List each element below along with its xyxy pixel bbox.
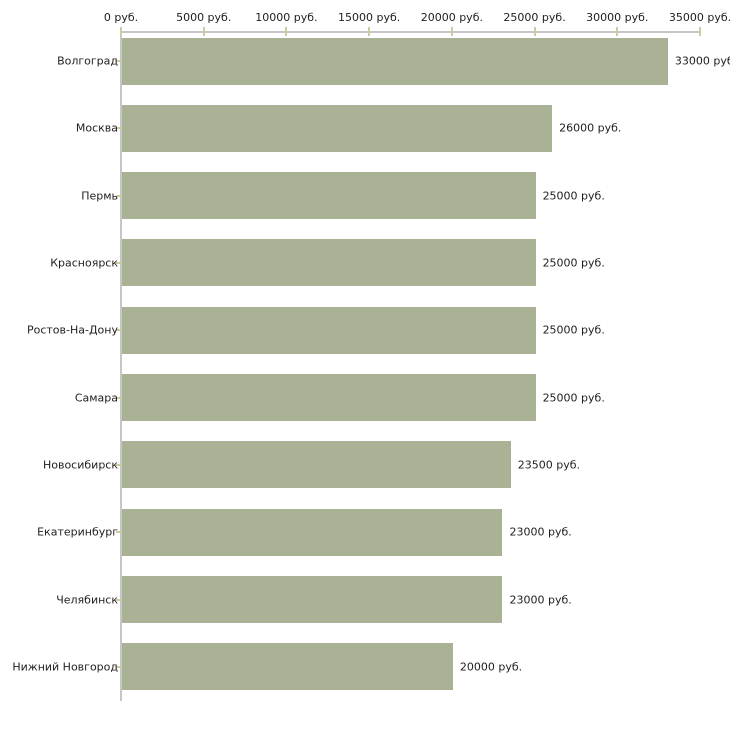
x-axis-tick <box>285 27 288 36</box>
y-axis-tick <box>116 598 121 601</box>
x-axis-tick-label: 25000 руб. <box>503 11 566 24</box>
bar-9 <box>122 576 503 624</box>
bar-2 <box>122 104 553 152</box>
x-axis-tick <box>616 27 619 36</box>
x-axis-tick <box>450 27 453 36</box>
x-axis-tick-label: 35000 руб. <box>668 11 730 24</box>
bar-4 <box>122 239 536 287</box>
y-axis-tick <box>116 665 121 668</box>
category-label: Пермь <box>81 189 118 203</box>
bar-5 <box>122 306 536 354</box>
value-label: 25000 руб. <box>542 256 605 270</box>
value-label: 25000 руб. <box>542 391 605 405</box>
y-axis-tick <box>116 329 121 332</box>
x-axis-tick-label: 20000 руб. <box>420 11 483 24</box>
y-axis-tick <box>116 194 121 197</box>
category-label: Красноярск <box>50 256 118 270</box>
x-axis-tick <box>368 27 371 36</box>
y-axis-tick <box>116 463 121 466</box>
bar-3 <box>122 172 536 220</box>
category-label: Волгоград <box>57 54 118 68</box>
x-axis-line <box>121 31 700 33</box>
category-label: Екатеринбург <box>37 525 118 539</box>
y-axis-tick <box>116 127 121 130</box>
value-label: 33000 руб <box>674 54 730 68</box>
x-axis-tick <box>699 27 701 36</box>
value-label: 23000 руб. <box>509 593 572 607</box>
category-label: Челябинск <box>56 593 118 607</box>
value-label: 20000 руб. <box>459 660 523 674</box>
x-axis-tick <box>533 27 536 36</box>
bar-8 <box>122 508 503 556</box>
bar-10 <box>122 643 453 691</box>
category-label: Ростов-На-Дону <box>26 323 118 337</box>
x-axis-tick-label: 30000 руб. <box>586 11 649 24</box>
x-axis-tick <box>120 27 122 36</box>
x-axis-tick-label: 10000 руб. <box>255 11 318 24</box>
value-label: 25000 руб. <box>542 189 605 203</box>
bar-1 <box>122 37 668 85</box>
value-label: 23500 руб. <box>517 458 581 472</box>
value-label: 23000 руб. <box>509 525 572 539</box>
y-axis-tick <box>116 261 121 264</box>
y-axis-line <box>120 31 122 701</box>
category-label: Самара <box>74 391 118 405</box>
x-axis-tick-label: 0 руб. <box>103 11 139 24</box>
y-axis-tick <box>116 531 121 534</box>
category-label: Новосибирск <box>42 458 118 472</box>
y-axis-tick <box>116 60 121 62</box>
bar-7 <box>122 441 511 489</box>
bar-6 <box>122 374 536 422</box>
y-axis-tick <box>116 396 121 399</box>
value-label: 26000 руб. <box>559 121 622 135</box>
value-label: 25000 руб. <box>542 323 605 337</box>
category-label: Нижний Новгород <box>12 660 118 674</box>
x-axis-tick <box>202 27 205 36</box>
x-axis-tick-label: 15000 руб. <box>338 11 401 24</box>
category-label: Москва <box>75 121 118 135</box>
x-axis-tick-label: 5000 руб. <box>176 11 232 24</box>
